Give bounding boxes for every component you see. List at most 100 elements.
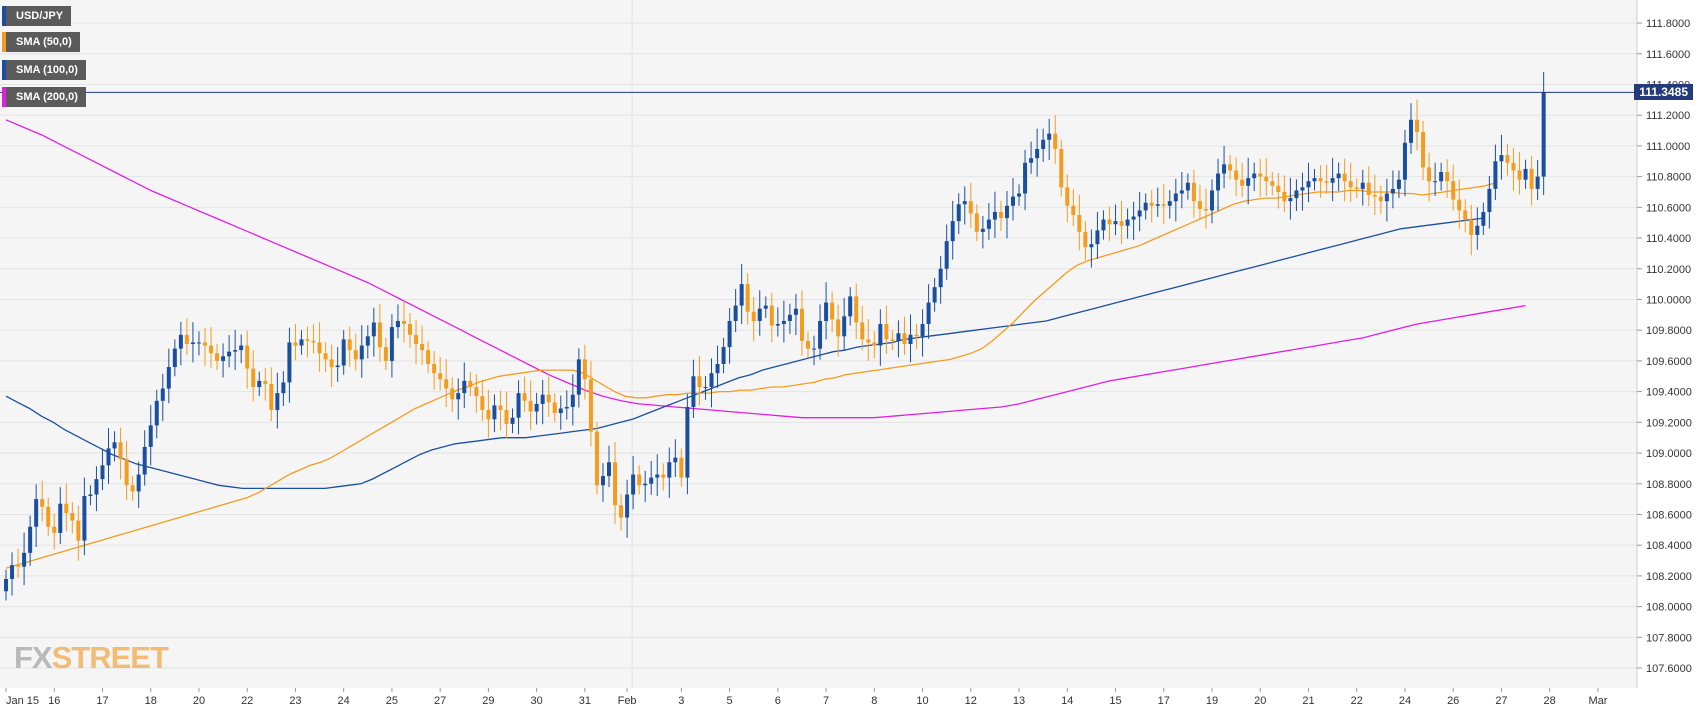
x-tick-label: 6 [775, 695, 781, 707]
candle-body [1511, 162, 1516, 171]
candle-body [1276, 185, 1281, 192]
candle-body [709, 373, 714, 387]
x-tick-label: 20 [193, 695, 205, 707]
candle-body [1463, 210, 1468, 220]
legend-usdjpy-label: USD/JPY [16, 10, 64, 22]
candle-body [486, 410, 491, 420]
sma-layer [5, 119, 1526, 569]
y-tick-label: 110.6000 [1646, 202, 1691, 214]
candle-body [745, 284, 750, 312]
candle-body [1222, 164, 1227, 174]
candle-body [1173, 193, 1178, 202]
legend-usdjpy[interactable]: USD/JPY [2, 6, 72, 26]
candle-body [1035, 148, 1040, 159]
candle-body [112, 442, 117, 449]
candle-body [944, 241, 949, 269]
x-tick-label: 17 [96, 695, 108, 707]
candle-body [866, 339, 871, 343]
legend-sma200[interactable]: SMA (200,0) [2, 87, 86, 107]
candle-layer [4, 71, 1546, 601]
candle-body [992, 211, 997, 220]
candle-body [631, 474, 636, 495]
time-axis-bg [0, 688, 1707, 712]
candle-body [594, 431, 599, 486]
candle-body [516, 393, 521, 418]
candle-body [10, 565, 15, 579]
candle-body [570, 394, 575, 407]
y-tick-label: 107.8000 [1646, 632, 1692, 644]
candle-body [534, 403, 539, 412]
candle-body [842, 316, 847, 337]
y-tick-label: 108.8000 [1646, 479, 1692, 491]
sma200-line [5, 119, 1526, 419]
candle-body [1185, 182, 1190, 191]
candle-body [962, 201, 967, 205]
candle-body [1312, 178, 1317, 182]
x-tick-label: 17 [1158, 695, 1170, 707]
candle-body [1210, 190, 1214, 211]
candle-body [884, 324, 889, 340]
candle-body [239, 345, 244, 351]
current-price-tag: 111.3485 [1634, 84, 1693, 101]
candle-body [1541, 92, 1546, 177]
candle-body [703, 387, 708, 388]
candle-body [546, 394, 551, 403]
legend-sma200-label: SMA (200,0) [16, 91, 78, 103]
candle-body [371, 322, 376, 337]
candle-body [824, 302, 829, 321]
x-tick-label: 24 [338, 695, 350, 707]
candle-body [564, 406, 569, 409]
candle-body [1216, 173, 1221, 191]
candle-body [124, 459, 129, 486]
candle-body [480, 396, 485, 411]
candle-body [395, 320, 400, 328]
x-tick-label: Mar [1588, 695, 1607, 707]
candle-body [1029, 158, 1034, 163]
candle-body [1131, 216, 1136, 220]
candle-body [1294, 190, 1299, 199]
candle-body [1071, 205, 1076, 215]
candle-body [142, 446, 147, 475]
candle-body [1167, 201, 1172, 206]
candle-body [130, 485, 135, 492]
candle-body [528, 400, 533, 412]
candle-body [148, 425, 153, 447]
candle-body [1264, 176, 1269, 182]
legend-sma100[interactable]: SMA (100,0) [2, 60, 86, 80]
y-tick-label: 110.2000 [1646, 264, 1691, 276]
candle-body [890, 339, 895, 341]
candle-body [968, 201, 973, 214]
candle-body [82, 496, 87, 541]
candle-body [763, 305, 768, 309]
candle-body [1372, 195, 1377, 197]
candle-body [1366, 182, 1371, 196]
candle-body [46, 506, 51, 527]
candle-body [1270, 181, 1275, 186]
candle-body [408, 324, 413, 335]
candle-body [787, 314, 792, 321]
x-tick-label: 14 [1061, 695, 1073, 707]
x-tick-label: Feb [618, 695, 637, 707]
candle-body [426, 350, 431, 364]
legend-sma50[interactable]: SMA (50,0) [2, 32, 80, 52]
candle-body [1143, 202, 1148, 211]
candle-body [450, 388, 455, 400]
candle-body [323, 353, 328, 360]
candle-body [184, 334, 189, 344]
candle-body [1469, 219, 1474, 235]
candle-body [854, 296, 859, 323]
candle-body [504, 410, 509, 424]
candle-body [775, 324, 780, 326]
candle-body [799, 308, 804, 341]
price-axis-bg [1637, 0, 1707, 712]
x-tick-label: 21 [1302, 695, 1314, 707]
x-tick-label: 25 [386, 695, 398, 707]
x-tick-label: 27 [1495, 695, 1507, 707]
candle-body [1077, 215, 1082, 232]
candle-body [305, 339, 310, 341]
x-tick-label: 13 [1013, 695, 1025, 707]
candle-body [878, 324, 883, 346]
candle-body [64, 503, 69, 513]
candle-body [209, 345, 214, 354]
candle-body [1179, 190, 1184, 194]
